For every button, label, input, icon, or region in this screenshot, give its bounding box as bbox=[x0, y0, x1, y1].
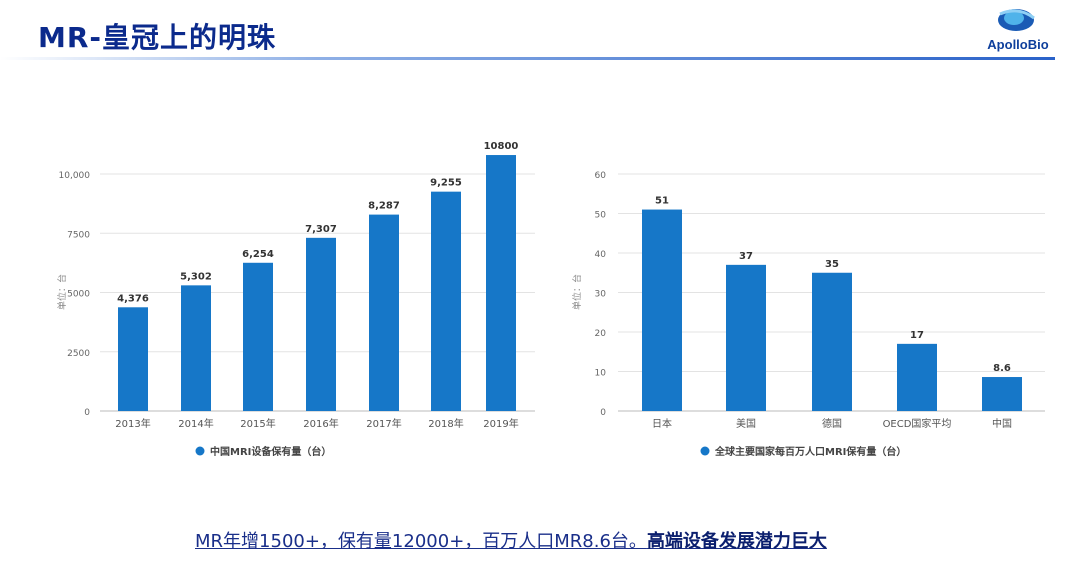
bar bbox=[486, 155, 516, 411]
x-tick-label: 2014年 bbox=[178, 417, 213, 430]
x-tick-label: 2016年 bbox=[303, 417, 338, 430]
data-label: 5,302 bbox=[180, 271, 212, 282]
data-label: 4,376 bbox=[117, 293, 149, 304]
y-tick-label: 30 bbox=[595, 290, 607, 300]
y-axis-label: 单位：台 bbox=[571, 274, 583, 310]
data-label: 6,254 bbox=[242, 249, 274, 260]
legend-label: 中国MRI设备保有量（台） bbox=[210, 445, 331, 458]
data-label: 8.6 bbox=[993, 363, 1011, 374]
logo-text: ApolloBio bbox=[987, 37, 1049, 52]
bar bbox=[243, 262, 273, 411]
data-label: 51 bbox=[655, 196, 669, 207]
bar bbox=[897, 343, 937, 411]
y-tick-label: 7500 bbox=[67, 230, 90, 240]
y-tick-label: 10,000 bbox=[59, 171, 91, 181]
x-tick-label: 德国 bbox=[822, 417, 842, 430]
y-tick-label: 50 bbox=[595, 211, 607, 221]
bar bbox=[726, 264, 766, 411]
bar bbox=[642, 209, 682, 411]
page-title: MR-皇冠上的明珠 bbox=[38, 21, 277, 54]
data-label: 17 bbox=[910, 330, 924, 341]
x-tick-label: 2013年 bbox=[115, 417, 150, 430]
legend-marker bbox=[195, 446, 205, 456]
x-tick-label: 2018年 bbox=[428, 417, 463, 430]
x-tick-label: 2019年 bbox=[483, 417, 518, 430]
legend-label: 全球主要国家每百万人口MRI保有量（台） bbox=[714, 445, 906, 458]
bar bbox=[431, 191, 461, 411]
bar bbox=[369, 214, 399, 411]
footer-emphasis: 高端设备发展潜力巨大 bbox=[646, 531, 827, 552]
data-label: 35 bbox=[825, 259, 839, 270]
bar bbox=[306, 237, 336, 411]
data-label: 8,287 bbox=[368, 201, 400, 212]
header-divider bbox=[0, 57, 1055, 60]
y-tick-label: 2500 bbox=[67, 349, 90, 359]
x-tick-label: 2015年 bbox=[240, 417, 275, 430]
y-tick-label: 0 bbox=[600, 408, 606, 418]
x-tick-label: OECD国家平均 bbox=[883, 417, 952, 430]
y-tick-label: 20 bbox=[595, 329, 607, 339]
data-label: 37 bbox=[739, 251, 753, 262]
x-tick-label: 中国 bbox=[992, 417, 1012, 430]
y-tick-label: 10 bbox=[595, 369, 607, 379]
apollobio-logo: ApolloBio bbox=[978, 4, 1058, 54]
x-tick-label: 2017年 bbox=[366, 417, 401, 430]
y-axis-label: 单位：台 bbox=[56, 274, 68, 310]
data-label: 10800 bbox=[484, 141, 519, 152]
x-tick-label: 美国 bbox=[736, 417, 756, 430]
y-tick-label: 5000 bbox=[67, 290, 90, 300]
data-label: 9,255 bbox=[430, 178, 462, 189]
legend-marker bbox=[700, 446, 710, 456]
bar bbox=[118, 307, 148, 411]
charts-canvas: 0 2500 5000 7500 10,000 单位：台 4,376 2013年 5,302 20… bbox=[56, 141, 1045, 458]
y-tick-label: 40 bbox=[595, 250, 607, 260]
bar bbox=[181, 285, 211, 411]
data-label: 7,307 bbox=[305, 224, 337, 235]
footer-summary: MR年增1500+，保有量12000+，百万人口MR8.6台。高端设备发展潜力巨… bbox=[195, 527, 827, 553]
logo-globe-icon bbox=[998, 9, 1035, 31]
y-tick-label: 0 bbox=[84, 408, 90, 418]
bar bbox=[982, 377, 1022, 411]
y-tick-label: 60 bbox=[595, 171, 607, 181]
bar bbox=[812, 272, 852, 411]
x-tick-label: 日本 bbox=[652, 417, 672, 430]
footer-text: MR年增1500+，保有量12000+，百万人口MR8.6台。 bbox=[195, 531, 647, 552]
